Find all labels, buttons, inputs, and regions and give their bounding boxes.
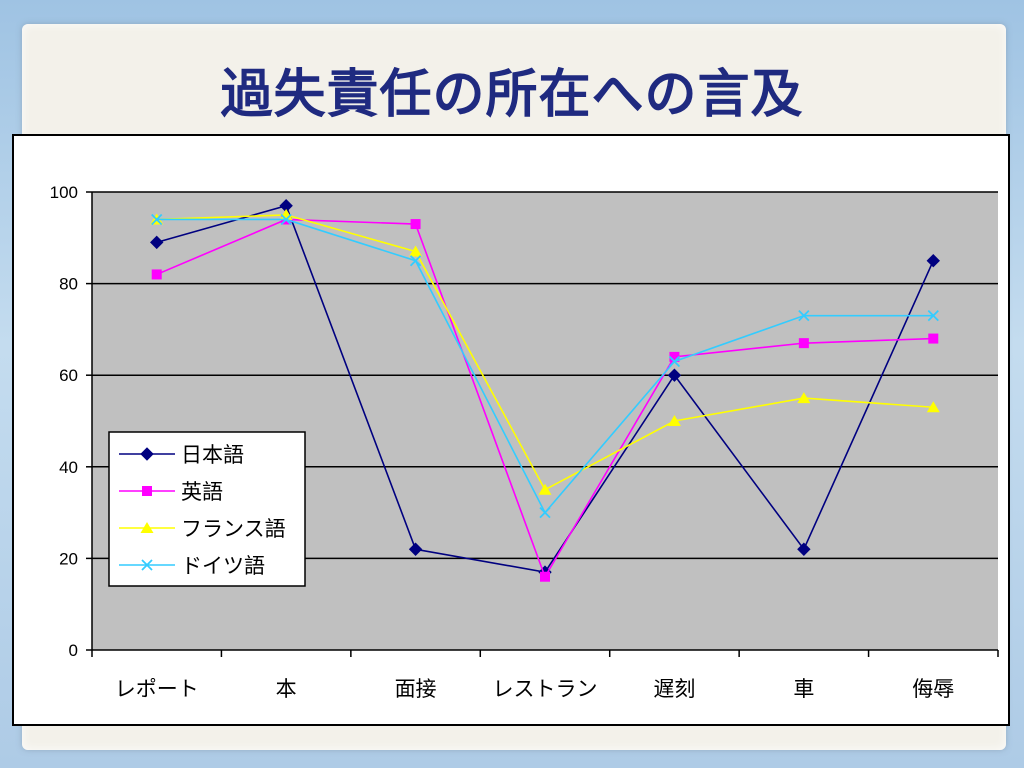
data-point <box>409 255 422 267</box>
y-tick-label: 0 <box>69 641 78 660</box>
data-point <box>150 235 164 250</box>
x-tick-label: 侮辱 <box>912 678 954 701</box>
data-point <box>409 245 423 257</box>
slide-title: 過失責任の所在への言及 <box>220 65 804 125</box>
data-point <box>797 542 811 556</box>
x-tick-label: 遅刻 <box>653 678 695 701</box>
data-point <box>797 392 811 404</box>
data-point <box>408 542 423 556</box>
legend-marker <box>140 447 154 461</box>
axes: 0 20 40 60 80 100 レポート 本 面接 レストラン 遅刻 車 侮辱 <box>50 183 999 701</box>
data-point <box>926 253 940 268</box>
legend-label: ドイツ語 <box>181 555 265 578</box>
x-tick-label: レストラン <box>493 678 598 701</box>
data-point <box>538 483 552 495</box>
series-3 <box>151 213 939 519</box>
data-point <box>798 310 810 322</box>
legend-marker <box>141 559 153 571</box>
data-point <box>928 333 939 344</box>
data-point <box>280 213 292 226</box>
data-point <box>539 506 551 519</box>
data-point <box>540 571 550 582</box>
data-point <box>667 415 681 426</box>
y-tick-label: 100 <box>50 183 78 202</box>
legend-label: フランス語 <box>181 518 286 541</box>
data-point <box>927 310 939 322</box>
y-tick-label: 20 <box>59 549 78 568</box>
data-point <box>667 368 682 382</box>
data-point <box>668 355 681 368</box>
series-group <box>150 199 940 582</box>
chart-frame: 0 20 40 60 80 100 レポート 本 面接 レストラン 遅刻 車 侮辱 日本語英語フランス語… <box>12 134 1010 726</box>
legend-label: 英語 <box>181 481 223 504</box>
x-tick-label: 本 <box>276 678 297 701</box>
data-point <box>151 269 162 280</box>
y-tick-label: 40 <box>59 458 78 477</box>
legend-box <box>108 431 306 587</box>
legend-marker <box>142 486 152 496</box>
data-point <box>798 338 809 349</box>
y-tick-label: 60 <box>59 366 78 385</box>
line-chart: 0 20 40 60 80 100 レポート 本 面接 レストラン 遅刻 車 侮辱 日本語英語フランス語… <box>50 183 999 701</box>
y-tick-label: 80 <box>59 275 78 294</box>
data-point <box>669 351 680 362</box>
x-tick-label: 車 <box>793 678 814 701</box>
x-tick-label: 面接 <box>395 678 437 701</box>
data-point <box>410 219 421 230</box>
legend-marker <box>140 522 154 533</box>
legend-label: 日本語 <box>181 444 244 467</box>
x-tick-label: レポート <box>115 678 199 701</box>
data-point <box>151 213 163 226</box>
data-point <box>926 401 940 413</box>
